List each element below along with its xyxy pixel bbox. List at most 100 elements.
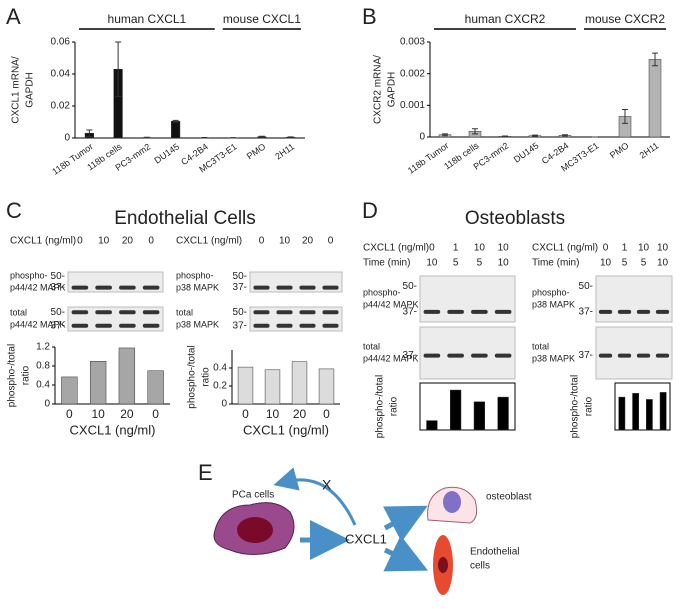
- error-bar: [288, 137, 294, 138]
- blot-band: [495, 310, 512, 314]
- x-tick-label: PMO: [245, 141, 268, 161]
- blot-band: [95, 286, 112, 290]
- bar: [633, 393, 639, 430]
- blot-header-label: Time (min): [363, 258, 410, 269]
- blot-band: [471, 354, 488, 358]
- blot-label: phospho-: [10, 270, 48, 280]
- y-tick-label: 0.002: [400, 68, 425, 79]
- group-label: human CXCR2: [465, 12, 546, 26]
- y-tick-label: 0: [221, 399, 227, 410]
- blot-header-value: 10: [600, 258, 612, 269]
- nucleus: [237, 517, 273, 543]
- blot-band: [143, 310, 160, 314]
- blot-band: [637, 354, 650, 358]
- blot-header-value: 0: [603, 243, 609, 254]
- blot-marker: 37-: [233, 320, 247, 331]
- blot-header-value: 5: [622, 258, 628, 269]
- blot-label: p38 MAPK: [176, 282, 219, 292]
- y-tick-label: 0.003: [400, 37, 425, 48]
- blot-header-label: CXCL1 (ng/ml): [363, 243, 429, 254]
- nucleus: [438, 557, 448, 573]
- blot-marker: 50-: [51, 307, 65, 318]
- bar: [265, 370, 280, 404]
- y-axis-label: CXCL1 mRNA/: [11, 56, 22, 123]
- blot-band: [618, 310, 631, 314]
- blot-marker: 37-: [403, 350, 417, 361]
- blot-band: [656, 310, 669, 314]
- x-tick-label: 118b Tumor: [406, 140, 451, 175]
- y-tick-label: 0: [419, 132, 425, 143]
- x-tick-label: 20: [120, 407, 134, 421]
- blot-header-value: 10: [657, 258, 669, 269]
- bar: [319, 369, 334, 404]
- y-tick-label: 0.4: [36, 380, 50, 391]
- blot-header-label: CXCL1 (ng/ml): [176, 236, 242, 247]
- blot-label: total: [10, 307, 27, 317]
- blot-header-value: 1: [622, 243, 628, 254]
- blot-band: [95, 324, 112, 328]
- y-tick-label: 0: [44, 399, 50, 410]
- y-axis-label: phospho-/total: [375, 375, 386, 438]
- blot-band: [322, 286, 338, 290]
- x-tick-label: 0: [323, 407, 330, 421]
- blot-band: [322, 310, 338, 314]
- blot-marker: 50-: [233, 307, 247, 318]
- blot-header-label: CXCL1 (ng/ml): [532, 243, 598, 254]
- blot-marker: 50-: [579, 281, 593, 292]
- blot-header-value: 5: [641, 258, 647, 269]
- bar: [61, 377, 77, 404]
- x-tick-label: 20: [293, 407, 307, 421]
- label: cells: [470, 561, 490, 572]
- blot-header-value: 0: [429, 243, 435, 254]
- blot-marker: 37-: [579, 307, 593, 318]
- blot-header-value: 0: [77, 236, 83, 247]
- y-axis-label: GAPDH: [25, 72, 36, 108]
- blot-header-value: 0: [148, 236, 154, 247]
- blot-marker: 50-: [233, 271, 247, 282]
- blot-header-value: 10: [498, 243, 510, 254]
- panel-letter: D: [362, 198, 378, 223]
- y-tick-label: 0.06: [51, 37, 71, 48]
- x-tick-label: 0: [66, 407, 73, 421]
- label: osteoblast: [486, 492, 532, 503]
- bar: [427, 421, 438, 430]
- y-axis-label: CXCR2 mRNA/: [373, 55, 384, 124]
- y-axis-label: ratio: [584, 396, 595, 416]
- x-tick-label: 2H11: [638, 140, 661, 160]
- blot-marker: 37-: [403, 307, 417, 318]
- blot-band: [599, 354, 612, 358]
- x-tick-label: 0: [242, 407, 249, 421]
- blot-header-value: 5: [453, 258, 459, 269]
- blot-label: total: [176, 307, 193, 317]
- x-tick-label: 10: [91, 407, 105, 421]
- label: X: [322, 477, 332, 493]
- blot-label: total: [363, 341, 380, 351]
- y-tick-label: 0.02: [51, 101, 71, 112]
- blot-band: [95, 310, 112, 314]
- x-tick-label: 118b Tumor: [50, 141, 95, 176]
- arrow: [385, 515, 410, 528]
- blot-band: [471, 310, 488, 314]
- blot-marker: 50-: [403, 281, 417, 292]
- blot-band: [119, 286, 136, 290]
- blot-marker: 37-: [233, 282, 247, 293]
- blot-header-value: 1: [453, 243, 459, 254]
- blot-band: [299, 310, 315, 314]
- blot-header-value: 10: [279, 236, 291, 247]
- blot-header-value: 20: [302, 236, 314, 247]
- panel-letter: C: [6, 198, 22, 223]
- y-tick-label: 0.001: [400, 100, 425, 111]
- blot-image: [420, 276, 515, 322]
- y-tick-label: 0.2: [213, 381, 227, 392]
- blot-header-value: 0: [259, 236, 265, 247]
- blot-header-value: 0: [328, 236, 334, 247]
- label: CXCL1: [345, 531, 387, 546]
- blot-band: [495, 354, 512, 358]
- blot-band: [599, 310, 612, 314]
- blot-band: [656, 354, 669, 358]
- x-tick-label: DU145: [512, 140, 541, 164]
- blot-label: total: [532, 341, 549, 351]
- bar: [649, 59, 661, 137]
- bar: [238, 367, 253, 404]
- y-tick-label: 0.8: [36, 361, 50, 372]
